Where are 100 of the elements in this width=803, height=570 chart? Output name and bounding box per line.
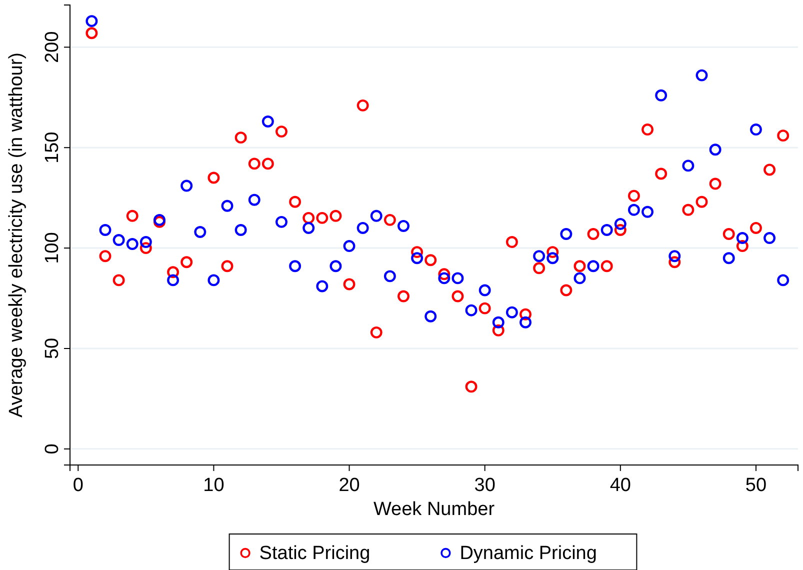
point — [465, 380, 478, 393]
point — [520, 308, 532, 320]
point — [140, 236, 152, 248]
point — [370, 210, 382, 222]
point — [398, 290, 410, 302]
y-tick-label: 200 — [42, 31, 63, 64]
y-axis-title: Average weekly electricity use (in watthour) — [6, 52, 27, 418]
point — [614, 224, 626, 236]
point — [614, 218, 626, 230]
point — [452, 290, 464, 302]
point — [478, 284, 491, 296]
point — [520, 316, 532, 328]
point — [574, 260, 586, 272]
x-tick-label: 40 — [610, 475, 631, 496]
point — [330, 210, 342, 222]
point — [86, 15, 98, 28]
point — [642, 124, 654, 136]
point — [438, 268, 450, 280]
point — [764, 232, 776, 244]
point — [99, 250, 112, 262]
point — [126, 238, 138, 250]
y-tick-label: 50 — [42, 338, 63, 360]
point — [668, 250, 681, 262]
point — [262, 158, 274, 170]
point — [560, 284, 572, 296]
point — [492, 324, 504, 336]
point — [736, 232, 748, 244]
point — [600, 260, 613, 272]
x-tick-label: 10 — [203, 475, 224, 496]
point — [234, 132, 247, 144]
point — [167, 274, 180, 286]
point — [682, 204, 694, 216]
point — [777, 130, 790, 142]
point — [777, 274, 790, 286]
point — [533, 250, 546, 262]
point — [194, 226, 206, 238]
point — [411, 246, 424, 258]
point — [140, 242, 152, 254]
point — [208, 274, 220, 286]
point — [180, 180, 193, 192]
point — [330, 260, 342, 272]
point — [398, 220, 410, 232]
point — [655, 89, 668, 102]
point — [546, 246, 559, 258]
point — [356, 222, 369, 234]
point — [370, 326, 382, 338]
x-tick-label: 0 — [72, 475, 84, 496]
point — [343, 278, 356, 290]
point — [600, 224, 613, 236]
point — [221, 260, 234, 272]
point — [424, 310, 437, 322]
point — [709, 178, 722, 190]
point — [424, 254, 437, 266]
point — [384, 214, 396, 226]
point — [560, 228, 572, 240]
point — [628, 204, 640, 216]
point — [628, 190, 640, 202]
point — [411, 252, 424, 264]
point — [221, 200, 234, 212]
legend-label: Static Pricing — [259, 543, 370, 564]
point — [533, 262, 546, 274]
point — [289, 196, 302, 208]
point — [112, 274, 125, 286]
point — [764, 164, 776, 176]
point — [750, 222, 762, 234]
point — [682, 160, 694, 172]
y-tick-label: 0 — [42, 444, 63, 454]
point — [262, 116, 274, 128]
point — [492, 316, 504, 328]
point — [574, 272, 586, 284]
point — [276, 216, 288, 228]
point — [302, 212, 315, 224]
point — [99, 224, 112, 236]
point — [736, 240, 748, 252]
point — [696, 196, 708, 208]
point — [167, 266, 180, 278]
point — [316, 280, 328, 292]
legend-label: Dynamic Pricing — [460, 543, 597, 564]
point — [86, 27, 98, 40]
point — [452, 272, 464, 284]
point — [356, 99, 369, 112]
x-tick-label: 20 — [338, 475, 360, 496]
point — [696, 69, 708, 82]
point — [668, 256, 681, 268]
point — [587, 228, 600, 240]
point — [642, 206, 654, 218]
point — [438, 272, 450, 284]
x-tick-label: 50 — [745, 475, 767, 496]
point — [180, 256, 193, 268]
point — [384, 270, 396, 282]
point — [289, 260, 302, 272]
y-tick-label: 100 — [42, 232, 63, 264]
point — [546, 252, 559, 264]
y-tick-label: 150 — [42, 132, 63, 164]
x-tick-label: 30 — [474, 475, 496, 496]
point — [465, 304, 478, 316]
point — [316, 212, 328, 224]
point — [709, 144, 722, 156]
point — [276, 126, 288, 138]
point — [587, 260, 600, 272]
